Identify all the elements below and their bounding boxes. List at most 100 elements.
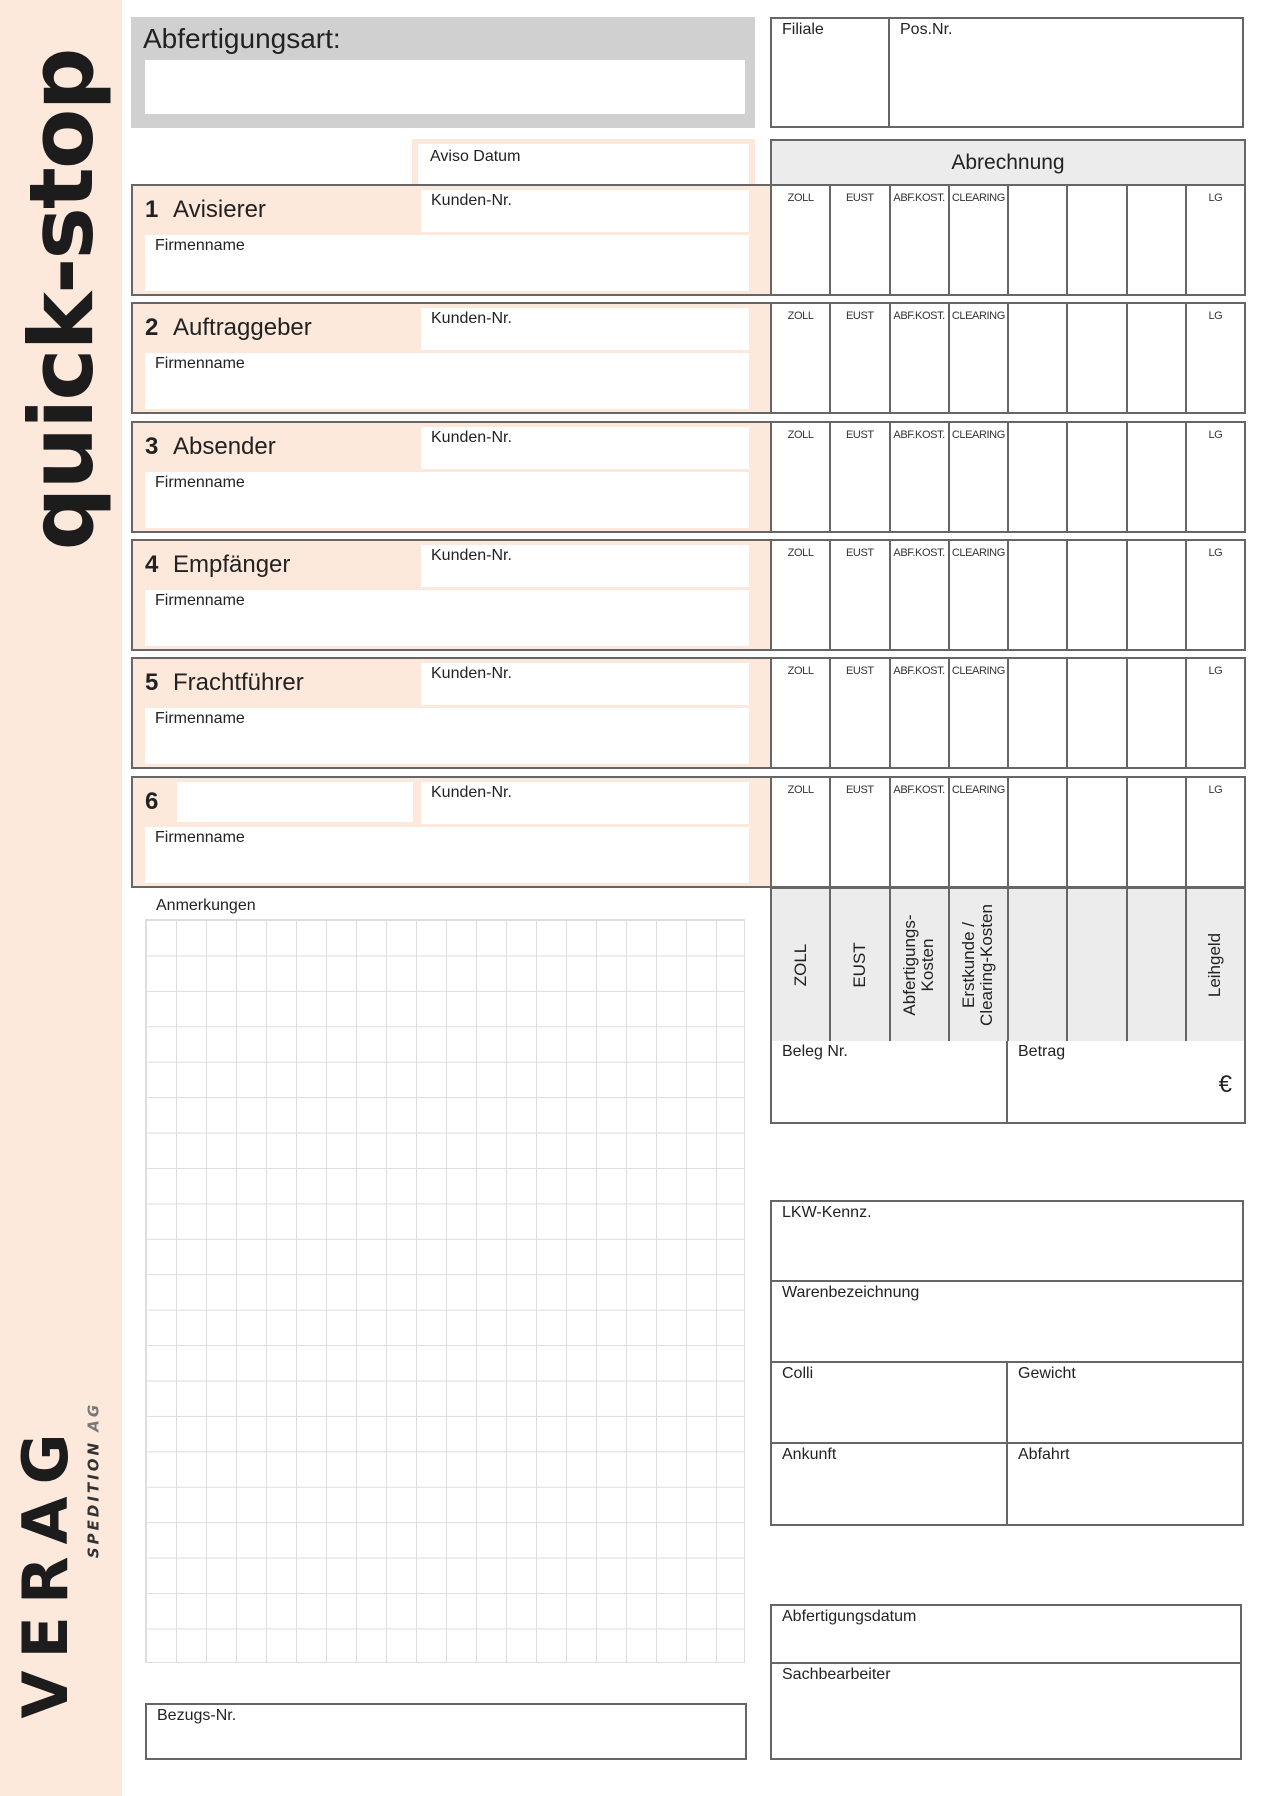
billing-cell[interactable] xyxy=(1068,304,1128,413)
lkw-kennz-field[interactable]: LKW-Kennz. xyxy=(772,1202,1242,1282)
party-section-2: 2 Auftraggeber Kunden-Nr. Firmenname xyxy=(131,302,771,415)
billing-cell[interactable]: ABF.KOST. xyxy=(891,777,950,886)
billing-cell[interactable] xyxy=(1128,540,1187,649)
ankunft-field[interactable]: Ankunft xyxy=(772,1444,1008,1524)
notes-grid[interactable] xyxy=(145,919,745,1663)
billing-cell[interactable] xyxy=(1009,422,1069,531)
firmenname-label: Firmenname xyxy=(155,710,245,728)
firmenname-field[interactable]: Firmenname xyxy=(145,471,749,528)
billing-cell-label: CLEARING xyxy=(951,665,1005,678)
billing-cell[interactable]: ABF.KOST. xyxy=(891,540,950,649)
billing-cell[interactable]: EUST xyxy=(831,304,891,413)
billing-cell[interactable]: ABF.KOST. xyxy=(891,186,950,294)
section-number: 3 xyxy=(145,432,159,460)
kunden-nr-field[interactable]: Kunden-Nr. xyxy=(421,426,749,469)
billing-cell[interactable]: ZOLL xyxy=(772,186,832,294)
aviso-datum-field[interactable]: Aviso Datum xyxy=(418,144,749,189)
billing-cell[interactable] xyxy=(1068,540,1128,649)
billing-cell[interactable] xyxy=(1068,777,1128,886)
billing-cell[interactable]: ABF.KOST. xyxy=(891,304,950,413)
billing-cell[interactable]: ABF.KOST. xyxy=(891,422,950,531)
billing-row-5: ZOLL EUST ABF.KOST. CLEARING LG xyxy=(770,657,1246,770)
warenbezeichnung-label: Warenbezeichnung xyxy=(782,1284,920,1301)
billing-column-header: ZOLL xyxy=(772,889,832,1041)
billing-cell[interactable] xyxy=(1009,186,1069,294)
billing-cell[interactable]: EUST xyxy=(831,422,891,531)
warenbezeichnung-field[interactable]: Warenbezeichnung xyxy=(772,1282,1242,1363)
billing-cell[interactable]: CLEARING xyxy=(950,304,1009,413)
billing-cell[interactable] xyxy=(1068,186,1128,294)
billing-cell[interactable]: CLEARING xyxy=(950,659,1009,768)
colli-field[interactable]: Colli xyxy=(772,1363,1008,1444)
billing-cell[interactable] xyxy=(1068,659,1128,768)
section-title: Avisierer xyxy=(173,196,266,223)
kunden-nr-field[interactable]: Kunden-Nr. xyxy=(421,190,749,232)
billing-cell[interactable]: ZOLL xyxy=(772,777,832,886)
billing-cell[interactable] xyxy=(1128,186,1187,294)
billing-cell-label: ABF.KOST. xyxy=(893,428,945,441)
billing-cell[interactable]: LG xyxy=(1187,186,1244,294)
kunden-nr-field[interactable]: Kunden-Nr. xyxy=(421,308,749,351)
betrag-label: Betrag xyxy=(1018,1043,1066,1060)
filiale-field[interactable]: Filiale xyxy=(772,19,890,126)
billing-cell[interactable] xyxy=(1009,304,1069,413)
beleg-nr-field[interactable]: Beleg Nr. xyxy=(772,1041,1008,1122)
billing-cell[interactable]: CLEARING xyxy=(950,777,1009,886)
kunden-nr-field[interactable]: Kunden-Nr. xyxy=(421,663,749,706)
billing-cell[interactable]: EUST xyxy=(831,540,891,649)
abfertigungsdatum-field[interactable]: Abfertigungsdatum xyxy=(772,1606,1240,1664)
billing-cell[interactable]: LG xyxy=(1187,541,1244,649)
billing-cell[interactable]: EUST xyxy=(831,777,891,886)
kunden-nr-field[interactable]: Kunden-Nr. xyxy=(421,544,749,587)
section-title: Auftraggeber xyxy=(173,314,312,342)
firmenname-field[interactable]: Firmenname xyxy=(145,826,749,883)
billing-cell[interactable]: ABF.KOST. xyxy=(891,659,950,768)
abfahrt-field[interactable]: Abfahrt xyxy=(1008,1444,1242,1524)
billing-cell[interactable]: EUST xyxy=(831,186,891,294)
billing-cell[interactable] xyxy=(1009,540,1069,649)
billing-row-6: ZOLL EUST ABF.KOST. CLEARING LG xyxy=(770,775,1246,888)
bezugs-nr-field[interactable]: Bezugs-Nr. xyxy=(145,1703,747,1760)
firmenname-field[interactable]: Firmenname xyxy=(145,708,749,765)
billing-cell-label: CLEARING xyxy=(951,192,1005,204)
abfertigungsart-input[interactable] xyxy=(145,60,745,114)
billing-cell[interactable]: CLEARING xyxy=(950,186,1009,294)
billing-cell[interactable] xyxy=(1009,777,1069,886)
billing-cell[interactable]: EUST xyxy=(831,659,891,768)
billing-cell[interactable]: LG xyxy=(1187,659,1244,767)
billing-cell-label: ABF.KOST. xyxy=(893,665,945,678)
billing-column-header: Erstkunde / Clearing-Kosten xyxy=(950,889,1009,1041)
gewicht-field[interactable]: Gewicht xyxy=(1008,1363,1242,1444)
billing-cell[interactable]: ZOLL xyxy=(772,422,832,531)
billing-cell[interactable]: CLEARING xyxy=(950,540,1009,649)
company-logo: VERAG xyxy=(9,1421,82,1719)
firmenname-field[interactable]: Firmenname xyxy=(145,353,749,410)
billing-cell[interactable]: LG xyxy=(1187,778,1244,886)
kunden-nr-field[interactable]: Kunden-Nr. xyxy=(421,781,749,824)
sachbearbeiter-field[interactable]: Sachbearbeiter xyxy=(772,1664,1240,1758)
firmenname-field[interactable]: Firmenname xyxy=(145,235,749,291)
billing-cell[interactable]: LG xyxy=(1187,304,1244,412)
betrag-field[interactable]: Betrag € xyxy=(1008,1041,1244,1122)
billing-cell[interactable]: ZOLL xyxy=(772,659,832,768)
billing-cell[interactable] xyxy=(1128,304,1187,413)
section-title-field[interactable] xyxy=(177,781,413,822)
billing-column-header-label: Leihgeld xyxy=(1205,932,1225,998)
billing-cell[interactable] xyxy=(1009,659,1069,768)
billing-cell-label: ABF.KOST. xyxy=(893,192,945,204)
billing-cell[interactable] xyxy=(1068,422,1128,531)
posnr-field[interactable]: Pos.Nr. xyxy=(890,19,1242,126)
party-section-6: 6 Kunden-Nr. Firmenname xyxy=(131,775,771,888)
billing-cell[interactable] xyxy=(1128,659,1187,768)
billing-cell[interactable]: CLEARING xyxy=(950,422,1009,531)
firmenname-field[interactable]: Firmenname xyxy=(145,589,749,646)
ankunft-label: Ankunft xyxy=(782,1446,837,1463)
billing-cell[interactable] xyxy=(1128,422,1187,531)
billing-cell[interactable]: ZOLL xyxy=(772,540,832,649)
billing-column-header xyxy=(1068,889,1128,1041)
billing-cell[interactable]: ZOLL xyxy=(772,304,832,413)
gewicht-label: Gewicht xyxy=(1018,1365,1076,1382)
firmenname-label: Firmenname xyxy=(155,473,245,491)
billing-cell[interactable] xyxy=(1128,777,1187,886)
billing-cell[interactable]: LG xyxy=(1187,423,1244,531)
